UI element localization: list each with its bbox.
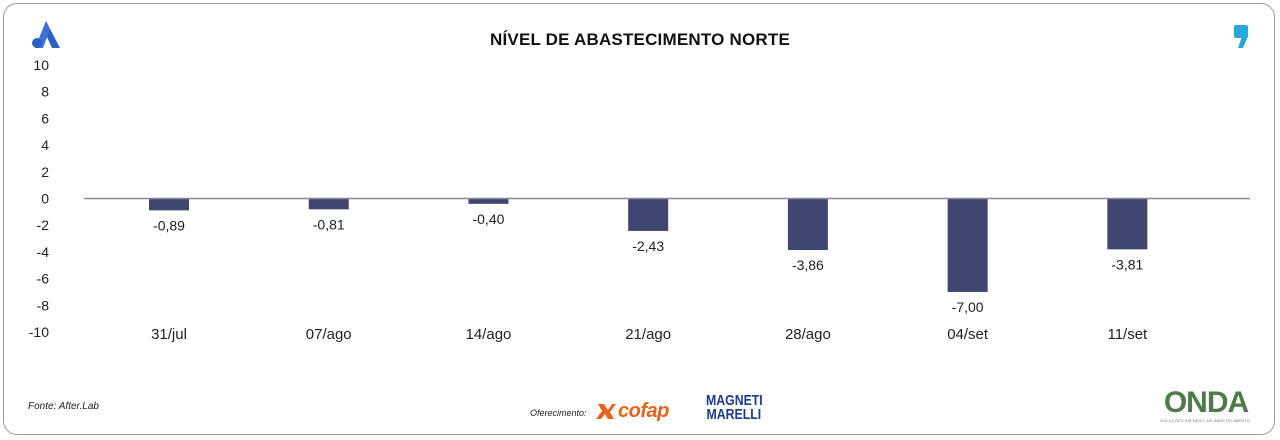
bar — [468, 198, 509, 204]
marelli-wordmark: MARELLI — [706, 406, 762, 423]
y-tick-label: -4 — [37, 244, 50, 260]
y-tick-label: 6 — [41, 110, 49, 126]
bars — [149, 198, 1148, 292]
y-tick-label: -6 — [37, 271, 50, 287]
y-tick-label: -2 — [37, 217, 50, 233]
y-axis-ticks: 10 8 6 4 2 0 -2 -4 -6 -8 -10 — [29, 57, 49, 340]
data-label: -7,00 — [952, 299, 984, 315]
y-tick-label: 4 — [41, 137, 49, 153]
data-labels: -0,89 -0,81 -0,40 -2,43 -3,86 -7,00 -3,81 — [153, 211, 1143, 315]
data-label: -3,81 — [1111, 256, 1143, 272]
data-label: -0,40 — [472, 211, 504, 227]
cofap-wordmark: cofap — [618, 399, 669, 422]
x-tick-label: 07/ago — [306, 326, 352, 343]
data-label: -0,81 — [313, 216, 345, 232]
onda-logo: ONDA SOLUÇÕES EM NÍVEL DE ABASTECIMENTO … — [1160, 386, 1252, 424]
y-tick-label: 0 — [41, 191, 49, 207]
x-tick-label: 14/ago — [466, 326, 512, 343]
data-label: -3,86 — [792, 257, 824, 273]
cofap-logo: cofap — [596, 396, 669, 426]
x-tick-label: 21/ago — [625, 326, 671, 343]
bar — [149, 198, 189, 211]
y-tick-label: -8 — [37, 297, 50, 313]
x-tick-label: 11/set — [1107, 326, 1148, 343]
brand-a-logo-icon — [30, 20, 62, 55]
bar — [947, 198, 988, 292]
onda-wordmark: ONDA — [1163, 386, 1249, 419]
onda-tagline: SOLUÇÕES EM NÍVEL DE ABASTECIMENTO E PRE… — [1160, 418, 1252, 423]
bar — [308, 198, 349, 210]
x-tick-label: 28/ago — [785, 326, 831, 343]
magneti-wordmark: MAGNETI — [706, 392, 763, 409]
sponsor-label: Oferecimento: — [530, 408, 587, 418]
x-axis-labels: 31/jul 07/ago 14/ago 21/ago 28/ago 04/set 11/s… — [151, 326, 1148, 343]
y-tick-label: -10 — [29, 324, 49, 340]
data-label: -0,89 — [153, 217, 185, 233]
y-tick-label: 10 — [33, 57, 49, 73]
bar — [787, 198, 828, 251]
magneti-marelli-logo: MAGNETI MARELLI — [706, 392, 763, 423]
bar — [628, 198, 669, 231]
source-note: Fonte: After.Lab — [28, 401, 99, 412]
y-tick-label: 8 — [41, 84, 49, 100]
comma-quote-logo-icon — [1232, 24, 1252, 55]
chart-title: NÍVEL DE ABASTECIMENTO NORTE — [490, 30, 790, 49]
x-tick-label: 04/set — [947, 326, 989, 343]
y-tick-label: 2 — [41, 164, 49, 180]
data-label: -2,43 — [632, 238, 664, 254]
x-tick-label: 31/jul — [151, 326, 187, 343]
bar — [1107, 198, 1148, 250]
cofap-x-mark-icon — [596, 404, 616, 419]
